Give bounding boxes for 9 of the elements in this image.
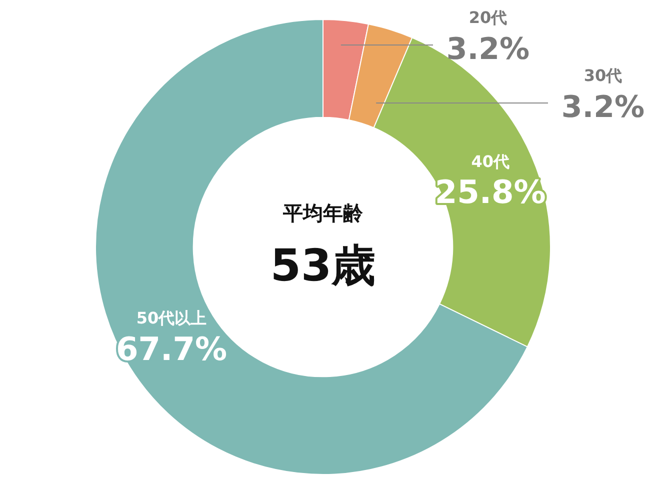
- slice-label: 30代: [584, 66, 622, 86]
- text: 平均年齢: [282, 201, 364, 226]
- slice-label: 50代以上: [136, 308, 207, 328]
- data-label: 3.2%: [446, 32, 530, 67]
- text: 53歳: [270, 240, 376, 292]
- data-label: 67.7%: [116, 330, 228, 368]
- slice-label: 40代: [471, 152, 510, 171]
- slice-label: 20代: [468, 8, 508, 28]
- data-label: 3.2%: [561, 90, 645, 125]
